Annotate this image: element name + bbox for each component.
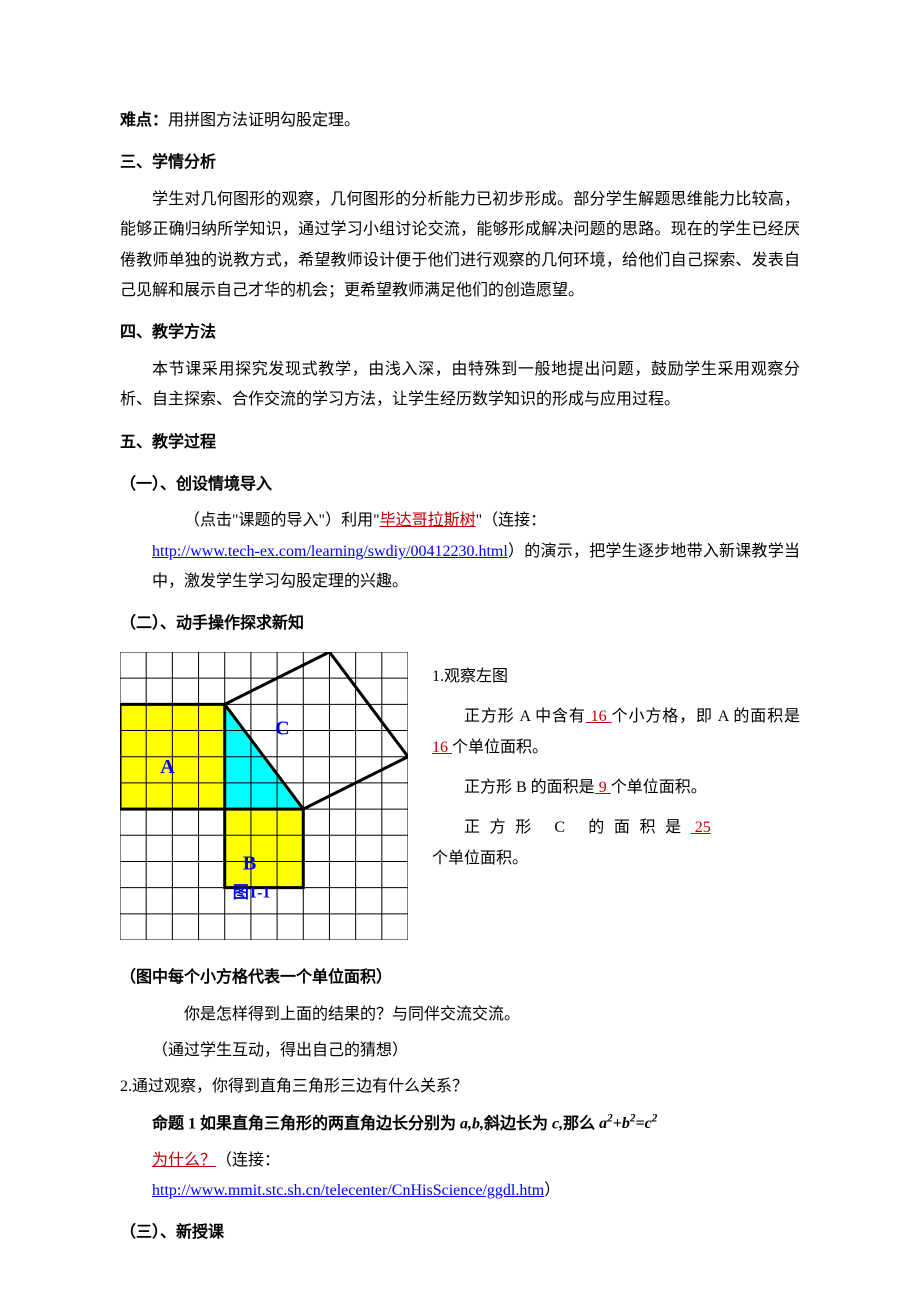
- subsection-1-title: （一）、创设情境导入: [120, 470, 800, 500]
- obs-title: 1.观察左图: [432, 662, 800, 692]
- section-3-para: 学生对几何图形的观察，几何图形的分析能力已初步形成。部分学生解题思维能力比较高，…: [120, 185, 800, 307]
- obs-c-v: 25: [691, 819, 711, 836]
- formula-b: b: [622, 1115, 630, 1132]
- svg-text:A: A: [160, 756, 175, 778]
- figure-caption: （图中每个小方格代表一个单位面积）: [120, 963, 800, 993]
- prop-c: c,: [552, 1115, 563, 1132]
- section-5-title: 五、教学过程: [120, 428, 800, 458]
- formula: a2+b2=c2: [599, 1115, 657, 1132]
- obs-c-pre: 正方形 C 的面积是: [464, 819, 691, 836]
- obs-a-mid: 个小方格，即 A 的面积是: [612, 708, 800, 725]
- obs-b-v: 9: [595, 779, 611, 796]
- section-4-para: 本节课采用探究发现式教学，由浅入深，由特殊到一般地提出问题，鼓励学生采用观察分析…: [120, 355, 800, 416]
- figure-column: A B C 图1-1: [120, 652, 408, 951]
- grid-figure: A B C 图1-1: [120, 652, 408, 940]
- formula-c: c: [645, 1115, 652, 1132]
- svg-text:C: C: [275, 717, 290, 739]
- formula-a: a: [599, 1115, 607, 1132]
- subsection-3-title: （三）、新授课: [120, 1218, 800, 1248]
- svg-text:B: B: [243, 852, 256, 874]
- pythagoras-tree-link[interactable]: 毕达哥拉斯树: [380, 512, 476, 529]
- why-post: ）: [544, 1182, 560, 1199]
- section-3-title: 三、学情分析: [120, 148, 800, 178]
- obs-a-pre: 正方形 A 中含有: [464, 708, 586, 725]
- question-1: 你是怎样得到上面的结果的？与同伴交流交流。: [120, 1000, 800, 1030]
- difficulty-line: 难点：用拼图方法证明勾股定理。: [120, 106, 800, 136]
- question-2: （通过学生互动，得出自己的猜想）: [120, 1036, 800, 1066]
- difficulty-label: 难点：: [120, 112, 168, 129]
- obs-c-line: 正方形 C 的面积是 25 个单位面积。: [432, 813, 800, 874]
- observation-column: 1.观察左图 正方形 A 中含有 16 个小方格，即 A 的面积是 16 个单位…: [432, 652, 800, 884]
- why-mid: （连接：: [216, 1152, 280, 1169]
- tech-ex-url-link[interactable]: http://www.tech-ex.com/learning/swdiy/00…: [152, 543, 508, 560]
- figure-observation-row: A B C 图1-1 1.观察左图 正方形 A 中含有 16 个小方格，即 A 的面积…: [120, 652, 800, 951]
- s1-mid: "（连接：: [476, 512, 547, 529]
- svg-text:图1-1: 图1-1: [233, 884, 271, 902]
- obs-a-line: 正方形 A 中含有 16 个小方格，即 A 的面积是 16 个单位面积。: [432, 702, 800, 763]
- obs-c-post: 个单位面积。: [432, 850, 528, 867]
- prop-mid: 斜边长为: [484, 1115, 552, 1132]
- s1-pre: （点击"课题的导入"）利用": [184, 512, 380, 529]
- obs-a-v1: 16: [586, 708, 612, 725]
- obs-b-pre: 正方形 B 的面积是: [464, 779, 595, 796]
- subsection-1-para: （点击"课题的导入"）利用"毕达哥拉斯树"（连接： http://www.tec…: [120, 506, 800, 597]
- obs-a-post: 个单位面积。: [452, 739, 548, 756]
- obs-a-v2: 16: [432, 739, 452, 756]
- question-3: 2.通过观察，你得到直角三角形三边有什么关系？: [120, 1072, 800, 1102]
- difficulty-text: 用拼图方法证明勾股定理。: [168, 112, 360, 129]
- prop-pre: 如果直角三角形的两直角边长分别为: [196, 1115, 460, 1132]
- why-link[interactable]: 为什么？: [152, 1152, 216, 1169]
- why-line: 为什么？（连接： http://www.mmit.stc.sh.cn/telec…: [120, 1146, 800, 1207]
- prop-post: 那么: [563, 1115, 599, 1132]
- obs-b-post: 个单位面积。: [611, 779, 707, 796]
- prop-label: 命题 1: [152, 1115, 196, 1132]
- obs-b-line: 正方形 B 的面积是 9 个单位面积。: [432, 773, 800, 803]
- section-4-title: 四、教学方法: [120, 318, 800, 348]
- prop-ab: a,b,: [460, 1115, 484, 1132]
- subsection-2-title: （二）、动手操作探求新知: [120, 609, 800, 639]
- mmit-url-link[interactable]: http://www.mmit.stc.sh.cn/telecenter/CnH…: [152, 1182, 544, 1199]
- proposition-1: 命题 1 如果直角三角形的两直角边长分别为 a,b,斜边长为 c,那么 a2+b…: [120, 1109, 800, 1140]
